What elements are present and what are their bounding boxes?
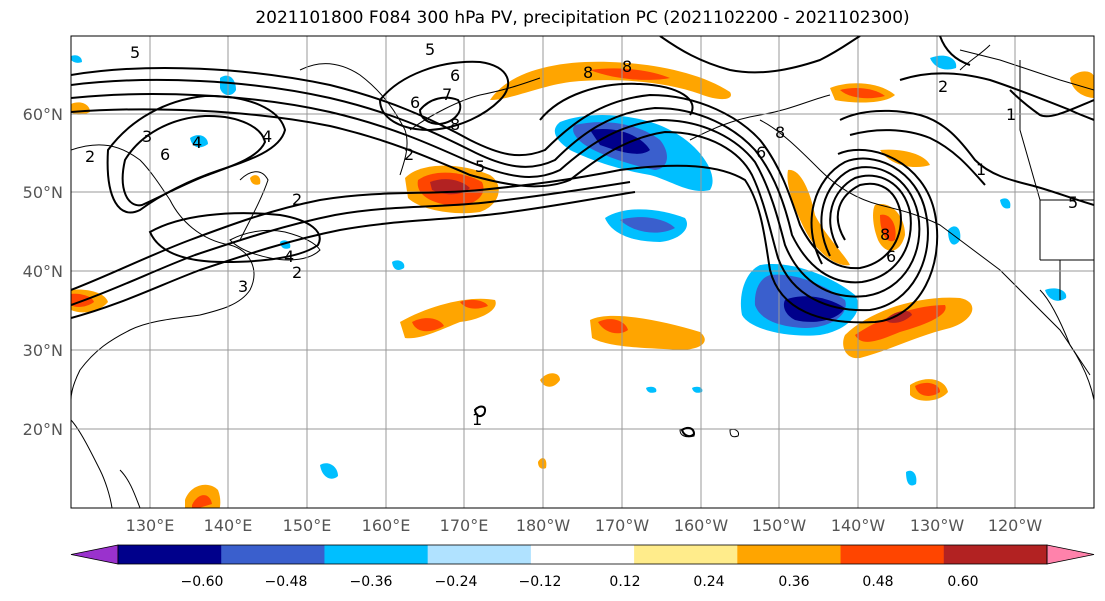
colorbar-segment bbox=[427, 545, 532, 564]
contour-label: 5 bbox=[1068, 193, 1078, 212]
colorbar-segment bbox=[737, 545, 842, 564]
contour-label: 2 bbox=[404, 145, 414, 164]
contour-label: 2 bbox=[938, 77, 948, 96]
lat-label: 20°N bbox=[23, 420, 63, 439]
colorbar-tick-label: 0.12 bbox=[609, 574, 640, 590]
contour-label: 4 bbox=[262, 127, 272, 146]
contour-label: 6 bbox=[756, 143, 766, 162]
contour-label: 2 bbox=[85, 147, 95, 166]
colorbar-tick-label: 0.24 bbox=[693, 574, 724, 590]
latitude-labels: 60°N 50°N 40°N 30°N 20°N bbox=[23, 105, 63, 439]
lon-label: 140°E bbox=[204, 516, 253, 535]
contour-label: 4 bbox=[284, 247, 294, 266]
colorbar-tick-label: −0.36 bbox=[350, 574, 393, 590]
lat-label: 50°N bbox=[23, 183, 63, 202]
contour-label: 3 bbox=[238, 277, 248, 296]
colorbar-outline bbox=[117, 544, 1048, 565]
contour-label: 6 bbox=[450, 66, 460, 85]
colorbar-extend-high bbox=[1046, 544, 1095, 565]
lon-label: 160°E bbox=[362, 516, 411, 535]
lon-label: 140°W bbox=[831, 516, 886, 535]
contour-label: 6 bbox=[410, 93, 420, 112]
lon-label: 160°W bbox=[674, 516, 729, 535]
lon-label: 170°E bbox=[440, 516, 489, 535]
contour-label: 1 bbox=[976, 160, 986, 179]
colorbar-segment bbox=[943, 545, 1048, 564]
colorbar-segment bbox=[324, 545, 429, 564]
contour-label: 5 bbox=[130, 43, 140, 62]
colorbar-tick-label: −0.12 bbox=[519, 574, 562, 590]
colorbar-segment bbox=[634, 545, 738, 564]
contour-label: 1 bbox=[1006, 105, 1016, 124]
colorbar-tick-label: 0.48 bbox=[862, 574, 893, 590]
contour-label: 6 bbox=[160, 145, 170, 164]
colorbar bbox=[70, 544, 1095, 565]
colorbar-tick-label: −0.48 bbox=[265, 574, 308, 590]
map-area bbox=[71, 36, 1094, 508]
colorbar-segment bbox=[221, 545, 325, 564]
lat-label: 40°N bbox=[23, 262, 63, 281]
contour-label: 8 bbox=[450, 115, 460, 134]
lon-label: 150°W bbox=[752, 516, 807, 535]
lon-label: 180°W bbox=[516, 516, 571, 535]
contour-label: 7 bbox=[442, 85, 452, 104]
lat-label: 60°N bbox=[23, 105, 63, 124]
contour-label: 8 bbox=[622, 57, 632, 76]
colorbar-segment bbox=[530, 545, 635, 564]
colorbar-tick-label: −0.60 bbox=[181, 574, 224, 590]
longitude-labels: 130°E 140°E 150°E 160°E 170°E 180°W 170°… bbox=[126, 516, 1043, 535]
lon-label: 150°E bbox=[283, 516, 332, 535]
colorbar-tick-label: 0.60 bbox=[947, 574, 978, 590]
contour-label: 8 bbox=[583, 63, 593, 82]
lat-label: 30°N bbox=[23, 341, 63, 360]
colorbar-segment bbox=[840, 545, 945, 564]
contour-label: 2 bbox=[292, 263, 302, 282]
colorbar-tick-label: −0.24 bbox=[435, 574, 478, 590]
lon-label: 170°W bbox=[595, 516, 650, 535]
lon-label: 130°E bbox=[126, 516, 175, 535]
colorbar-tick-labels: −0.60 −0.48 −0.36 −0.24 −0.12 0.12 0.24 … bbox=[181, 574, 979, 590]
map-title: 2021101800 F084 300 hPa PV, precipitatio… bbox=[255, 8, 910, 28]
contour-labels: 5 6 7 8 5 2 4 6 2 4 3 2 4 3 2 5 8 6 8 8 … bbox=[85, 40, 1078, 429]
colorbar-tick-label: 0.36 bbox=[778, 574, 809, 590]
coastlines bbox=[71, 44, 1094, 508]
contour-label: 3 bbox=[142, 127, 152, 146]
contour-label: 5 bbox=[475, 157, 485, 176]
map-frame bbox=[70, 35, 1095, 509]
colorbar-extend-low bbox=[70, 544, 119, 565]
contour-label: 4 bbox=[192, 133, 202, 152]
lon-label: 130°W bbox=[910, 516, 965, 535]
lon-label: 120°W bbox=[988, 516, 1043, 535]
contour-label: 8 bbox=[775, 123, 785, 142]
contour-label: 5 bbox=[425, 40, 435, 59]
contour-label: 1 bbox=[472, 410, 482, 429]
contour-label: 8 bbox=[880, 225, 890, 244]
contour-label: 6 bbox=[886, 247, 896, 266]
colorbar-segment bbox=[118, 545, 222, 564]
pv-contours bbox=[71, 36, 1094, 438]
contour-label: 2 bbox=[292, 190, 302, 209]
